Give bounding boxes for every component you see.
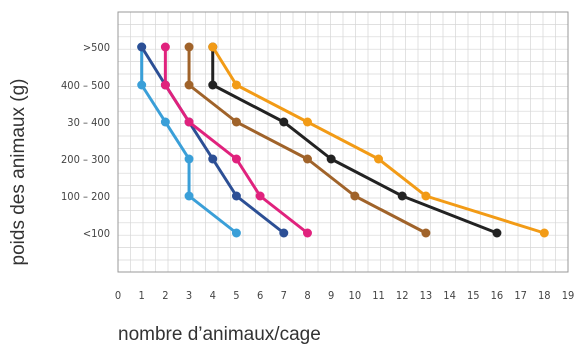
x-tick-label: 5 [233,289,239,302]
y-tick-label: 30 – 400 [67,116,110,129]
x-tick-label: 14 [443,289,456,302]
data-point [374,154,384,164]
data-point [184,80,194,90]
data-point [231,191,241,201]
x-tick-label: 4 [210,289,216,302]
data-point [279,228,289,238]
series-line [211,45,499,235]
data-point [160,42,170,52]
x-tick-label: 1 [139,289,145,302]
series-line [140,45,286,235]
x-tick-label: 16 [491,289,504,302]
data-point [137,80,147,90]
data-point [231,117,241,127]
data-point [137,42,147,52]
series-line [163,45,309,235]
data-point [539,228,549,238]
series-line [211,45,546,235]
x-tick-label: 19 [562,289,575,302]
series-line [140,45,238,235]
y-axis-label: poids des animaux (g) [8,79,29,266]
x-tick-label: 6 [257,289,263,302]
x-tick-label: 10 [349,289,362,302]
x-tick-label: 3 [186,289,192,302]
y-tick-labels: <100 100 – 200 200 – 300 30 – 400 400 – 500 >… [61,41,110,240]
data-point [231,228,241,238]
data-point [208,42,218,52]
data-point [279,117,289,127]
y-tick-label: 200 – 300 [61,153,110,166]
x-tick-label: 0 [115,289,121,302]
data-point [184,42,194,52]
x-tick-label: 18 [538,289,551,302]
data-point [302,154,312,164]
data-point [184,117,194,127]
data-point [184,154,194,164]
x-axis-label: nombre d’animaux/cage [118,324,321,345]
x-tick-label: 8 [304,289,310,302]
data-point [350,191,360,201]
x-tick-labels: 0 1 2 3 4 5 6 7 8 9 10 11 12 13 14 15 16 17 18 19 [115,289,574,302]
plot-frame [117,11,569,273]
data-point [160,80,170,90]
data-point [397,191,407,201]
series-line [187,45,428,235]
data-point [231,80,241,90]
data-point [326,154,336,164]
data-point [231,154,241,164]
x-tick-label: 7 [281,289,287,302]
x-tick-label: 12 [396,289,409,302]
y-tick-label: 400 – 500 [61,79,110,92]
data-point [492,228,502,238]
data-point [302,228,312,238]
data-point [184,191,194,201]
x-tick-label: 17 [514,289,527,302]
data-point [160,117,170,127]
y-tick-label: <100 [83,227,110,240]
x-tick-label: 13 [420,289,433,302]
x-tick-label: 2 [162,289,168,302]
data-point [302,117,312,127]
data-point [421,228,431,238]
x-tick-label: 11 [372,289,385,302]
x-tick-label: 9 [328,289,334,302]
data-point [255,191,265,201]
data-point [421,191,431,201]
series-group [137,42,549,238]
y-tick-label: >500 [83,41,110,54]
y-tick-label: 100 – 200 [61,190,110,203]
data-point [208,154,218,164]
data-point [208,80,218,90]
x-tick-label: 15 [467,289,480,302]
